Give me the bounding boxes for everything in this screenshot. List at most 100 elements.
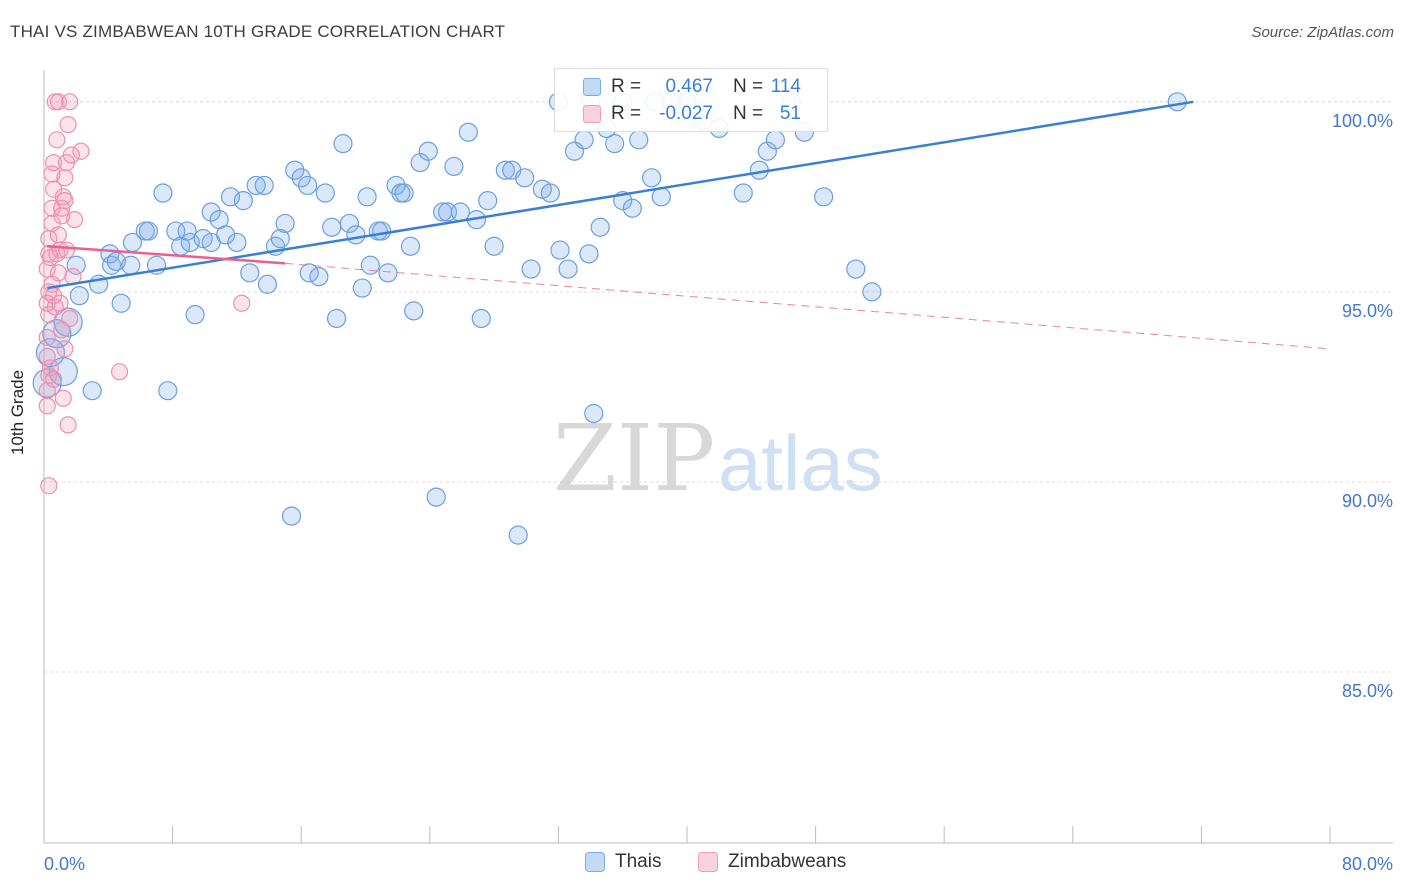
point-zimbabweans xyxy=(51,294,69,312)
point-zimbabweans xyxy=(54,389,72,407)
point-thais xyxy=(404,301,424,321)
point-zimbabweans xyxy=(49,226,68,244)
point-thais xyxy=(629,130,649,150)
point-thais xyxy=(111,293,131,313)
point-thais xyxy=(201,202,221,222)
point-zimbabweans xyxy=(45,370,63,388)
point-thais xyxy=(458,122,478,142)
point-thais xyxy=(346,225,366,245)
point-thais xyxy=(450,202,470,222)
point-zimbabweans xyxy=(61,93,79,111)
point-zimbabweans xyxy=(59,116,77,134)
point-thais xyxy=(605,134,625,154)
point-thais xyxy=(240,263,260,283)
point-zimbabweans xyxy=(38,328,56,347)
stats-row-thais: R = 0.467 N = 114 xyxy=(555,73,827,101)
point-thais xyxy=(558,259,578,279)
point-thais xyxy=(371,221,392,241)
point-zimbabweans xyxy=(59,416,77,434)
stats-box: R = 0.467 N = 114 R = -0.027 N = 51 xyxy=(554,68,828,132)
point-thais xyxy=(285,160,305,180)
x-tick-label: 0.0% xyxy=(44,854,85,874)
point-thais xyxy=(233,191,253,211)
watermark-atlas: atlas xyxy=(718,419,883,507)
point-thais xyxy=(333,134,353,154)
point-thais xyxy=(508,525,528,545)
y-tick-label: 95.0% xyxy=(1342,301,1393,321)
stats-row-zimbabweans: R = -0.027 N = 51 xyxy=(555,100,827,128)
point-thais xyxy=(378,263,398,283)
point-thais xyxy=(579,244,599,264)
point-thais xyxy=(584,403,604,424)
point-zimbabweans xyxy=(56,192,74,210)
point-thais xyxy=(270,229,290,249)
point-thais xyxy=(246,175,266,196)
point-thais xyxy=(180,232,200,253)
point-zimbabweans xyxy=(233,294,251,312)
stats-n-value: 51 xyxy=(779,103,801,124)
point-thais xyxy=(352,278,372,298)
point-thais xyxy=(484,236,504,256)
point-thais xyxy=(846,259,866,279)
point-thais xyxy=(177,221,197,241)
point-thais xyxy=(622,198,642,218)
legend-item-thais[interactable]: Thais xyxy=(585,851,661,873)
point-thais xyxy=(315,183,335,203)
chart-title: THAI VS ZIMBABWEAN 10TH GRADE CORRELATIO… xyxy=(10,22,506,41)
legend: Thais Zimbabweans xyxy=(0,851,1406,879)
point-thais xyxy=(444,156,464,177)
point-thais xyxy=(291,168,311,188)
point-thais xyxy=(521,259,541,279)
point-zimbabweans xyxy=(56,169,74,187)
point-thais xyxy=(814,187,834,207)
point-thais xyxy=(357,187,377,207)
stats-n-label: N = xyxy=(733,76,764,97)
point-thais xyxy=(515,168,535,188)
point-thais xyxy=(53,307,83,337)
point-thais xyxy=(590,217,610,237)
point-thais xyxy=(281,506,302,526)
point-thais xyxy=(540,183,560,203)
point-thais xyxy=(153,183,173,203)
legend-item-zimbabweans[interactable]: Zimbabweans xyxy=(698,851,846,873)
point-thais xyxy=(360,255,380,275)
point-thais xyxy=(322,217,342,237)
point-zimbabweans xyxy=(57,241,76,259)
point-thais xyxy=(69,286,89,306)
point-thais xyxy=(418,141,438,161)
watermark: ZIP atlas xyxy=(553,405,883,512)
point-zimbabweans xyxy=(38,397,56,415)
point-zimbabweans xyxy=(72,142,90,160)
y-tick-label: 100.0% xyxy=(1332,111,1393,131)
point-thais xyxy=(400,236,421,256)
legend-swatch-zimbabweans xyxy=(698,852,718,872)
point-thais xyxy=(765,130,786,150)
stats-r-value: 0.467 xyxy=(665,76,713,97)
point-thais xyxy=(299,263,319,283)
point-thais xyxy=(733,183,753,203)
trend-line-thais xyxy=(47,100,1194,290)
point-thais xyxy=(394,183,414,203)
y-axis-label: 10th Grade xyxy=(8,369,27,455)
legend-label-thais: Thais xyxy=(615,851,662,872)
point-thais xyxy=(478,191,498,211)
point-zimbabweans xyxy=(110,363,129,381)
stats-r-label: R = xyxy=(611,76,642,97)
x-tick-label: 80.0% xyxy=(1342,854,1393,874)
stats-swatch-zimbabweans xyxy=(583,105,601,123)
legend-label-zimbabweans: Zimbabweans xyxy=(728,851,847,872)
point-zimbabweans xyxy=(62,146,80,164)
point-thais xyxy=(166,221,186,241)
point-thais xyxy=(257,274,278,294)
source-credit: Source: ZipAtlas.com xyxy=(1251,24,1394,41)
y-tick-label: 85.0% xyxy=(1342,681,1393,701)
point-thais xyxy=(121,255,141,275)
point-thais xyxy=(642,168,662,188)
point-zimbabweans xyxy=(40,477,58,495)
stats-swatch-thais xyxy=(583,78,601,96)
point-zimbabweans xyxy=(56,340,74,358)
point-thais xyxy=(227,232,247,253)
point-zimbabweans xyxy=(53,321,71,339)
point-zimbabweans xyxy=(65,211,84,229)
